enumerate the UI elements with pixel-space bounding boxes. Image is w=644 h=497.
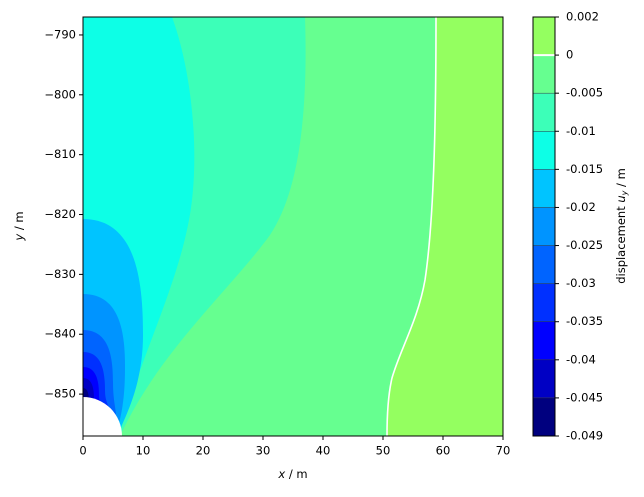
y-tick-label: −850 <box>44 387 76 401</box>
colorbar-band <box>533 93 555 132</box>
colorbar-frame <box>532 16 556 437</box>
colorbar-tick-label: -0.015 <box>566 162 603 176</box>
y-tick-label: −800 <box>44 87 76 101</box>
x-tick-label: 20 <box>196 444 211 458</box>
x-tick-label: 10 <box>136 444 151 458</box>
colorbar-band <box>533 397 555 436</box>
x-axis-label: x / m <box>277 467 307 481</box>
y-tick-label: −820 <box>44 207 76 221</box>
colorbar-tick-label: -0.01 <box>566 124 596 138</box>
colorbar-band <box>533 55 555 94</box>
colorbar-label-text: displacement <box>614 203 628 284</box>
colorbar-band <box>533 169 555 208</box>
x-tick-label: 70 <box>496 444 511 458</box>
colorbar-subscript: y <box>620 190 629 196</box>
plot-frame <box>82 16 504 437</box>
x-tick-label: 30 <box>256 444 271 458</box>
colorbar-band <box>533 207 555 246</box>
x-unit: / m <box>285 467 307 481</box>
y-unit: / m <box>12 211 26 233</box>
x-tick-label: 40 <box>316 444 331 458</box>
y-tick-label: −790 <box>44 27 76 41</box>
colorbar-band <box>533 359 555 398</box>
x-tick-label: 0 <box>79 444 86 458</box>
colorbar-symbol: u <box>614 195 628 202</box>
colorbar-tick-label: -0.02 <box>566 200 596 214</box>
colorbar-tick-label: -0.005 <box>566 86 603 100</box>
colorbar-tick-label: 0.002 <box>566 10 599 24</box>
colorbar-band <box>533 245 555 284</box>
colorbar-tick-label: -0.04 <box>566 352 596 366</box>
x-tick-label: 50 <box>376 444 391 458</box>
colorbar-band <box>533 321 555 360</box>
y-tick-label: −840 <box>44 327 76 341</box>
x-tick-label: 60 <box>436 444 451 458</box>
zero-contour <box>386 16 437 437</box>
x-symbol: x <box>277 467 285 481</box>
colorbar-tick-label: -0.025 <box>566 238 603 252</box>
plot-area <box>83 16 503 437</box>
colorbar-band <box>533 283 555 322</box>
colorbar-tick-label: 0 <box>566 48 573 62</box>
colorbar-band <box>533 17 555 56</box>
y-axis-label: y / m <box>12 211 26 241</box>
colorbar-band <box>533 131 555 170</box>
y-tick-label: −830 <box>44 267 76 281</box>
colorbar-tick-label: -0.045 <box>566 390 603 404</box>
y-tick-label: −810 <box>44 147 76 161</box>
hole <box>83 397 122 436</box>
colorbar-label: displacement uy / m <box>614 168 629 284</box>
colorbar-unit: / m <box>614 168 628 190</box>
y-symbol: y <box>12 234 26 242</box>
colorbar-tick-label: -0.03 <box>566 276 596 290</box>
colorbar-tick-label: -0.035 <box>566 314 603 328</box>
colorbar-tick-label: -0.049 <box>566 429 603 443</box>
